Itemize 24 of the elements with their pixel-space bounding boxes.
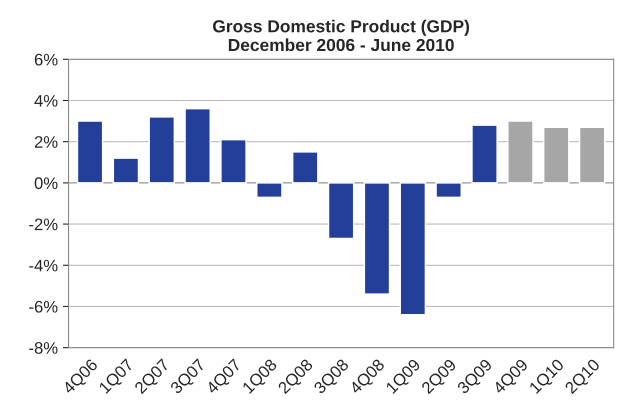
bar xyxy=(507,120,534,184)
chart-title: Gross Domestic Product (GDP) December 2006 - June 2010 xyxy=(213,20,470,52)
bar xyxy=(400,182,426,316)
bar xyxy=(112,157,140,184)
y-tick-label: 2% xyxy=(34,136,58,148)
y-tick-label: 0% xyxy=(34,177,58,190)
bar xyxy=(543,126,570,184)
bar xyxy=(256,182,283,198)
bar xyxy=(292,151,318,184)
bar xyxy=(328,182,354,240)
bar xyxy=(220,138,247,184)
bar xyxy=(76,120,104,184)
bar xyxy=(184,108,211,184)
y-tick-label: -8% xyxy=(29,342,58,354)
bar xyxy=(435,182,462,198)
y-tick-label: -4% xyxy=(29,260,58,272)
bar xyxy=(148,116,176,184)
y-tick-label: 4% xyxy=(34,94,58,107)
bar xyxy=(364,182,390,295)
bar xyxy=(578,126,606,184)
y-tick-label: -2% xyxy=(29,218,58,230)
y-tick-label: -6% xyxy=(29,300,58,313)
y-tick-label: 6% xyxy=(34,54,58,66)
bar xyxy=(471,124,498,184)
